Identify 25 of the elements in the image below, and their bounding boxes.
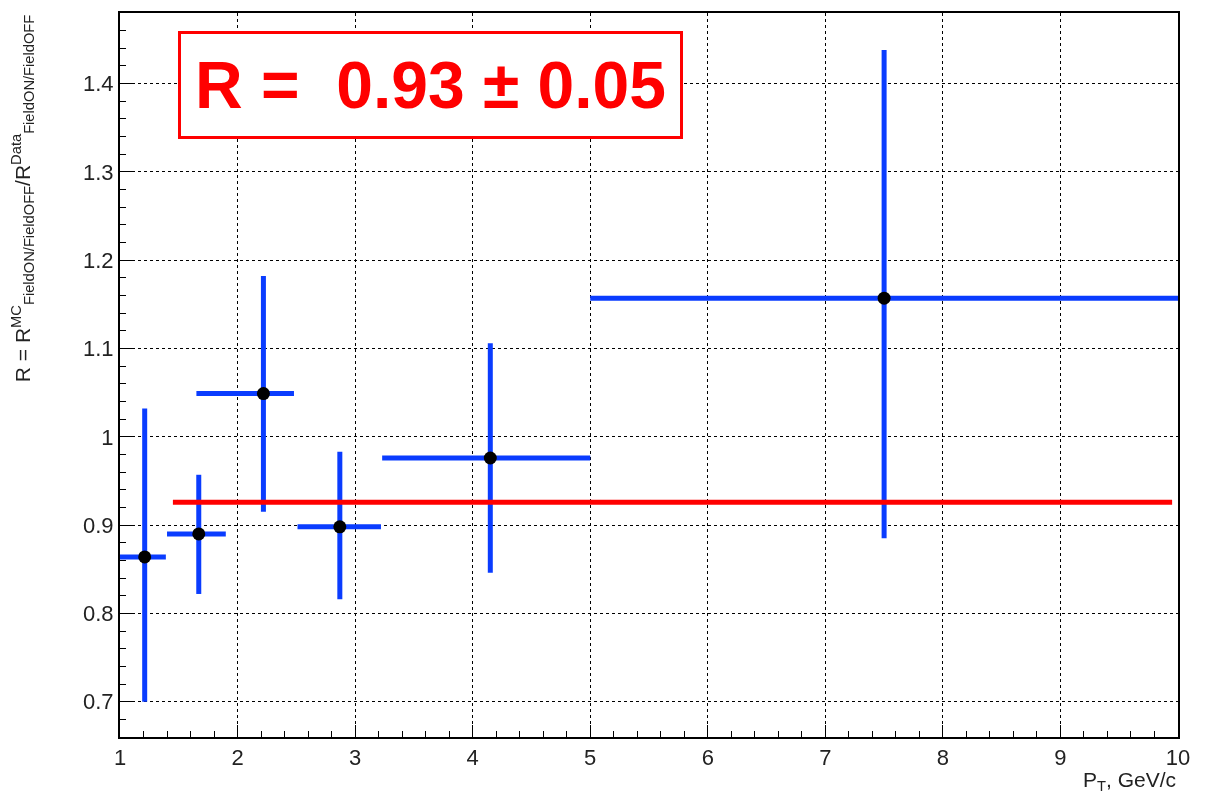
- point: [256, 387, 270, 401]
- annotation: R = 0.93 ± 0.05: [195, 48, 667, 122]
- point: [192, 527, 206, 541]
- point: [877, 291, 891, 305]
- y-tick-label: 1.3: [83, 159, 114, 185]
- y-tick-label: 1.2: [83, 247, 114, 273]
- y-tick-label: 0.8: [83, 601, 114, 627]
- x-tick-label: 7: [819, 745, 832, 771]
- y-tick-label: 0.7: [83, 689, 114, 715]
- x-tick-label: 4: [466, 745, 479, 771]
- y-tick-label: 1.1: [83, 336, 114, 362]
- y-tick-label: 1.4: [83, 71, 114, 97]
- x-tick-label: 5: [584, 745, 597, 771]
- x-axis-title: P$_{T}$, GeV/c: [1083, 768, 1177, 795]
- point: [138, 550, 152, 564]
- point: [483, 451, 497, 465]
- point: [333, 520, 347, 534]
- x-tick-label: 3: [348, 745, 362, 771]
- x-tick-label: 8: [936, 745, 950, 771]
- x-tick-label: 6: [701, 745, 714, 771]
- y-tick-label: 0.9: [83, 512, 114, 538]
- y-tick-label: 1: [101, 424, 114, 450]
- x-tick-label: 9: [1054, 745, 1067, 771]
- x-tick-label: 2: [231, 745, 244, 771]
- x-tick-label: 10: [1165, 745, 1191, 771]
